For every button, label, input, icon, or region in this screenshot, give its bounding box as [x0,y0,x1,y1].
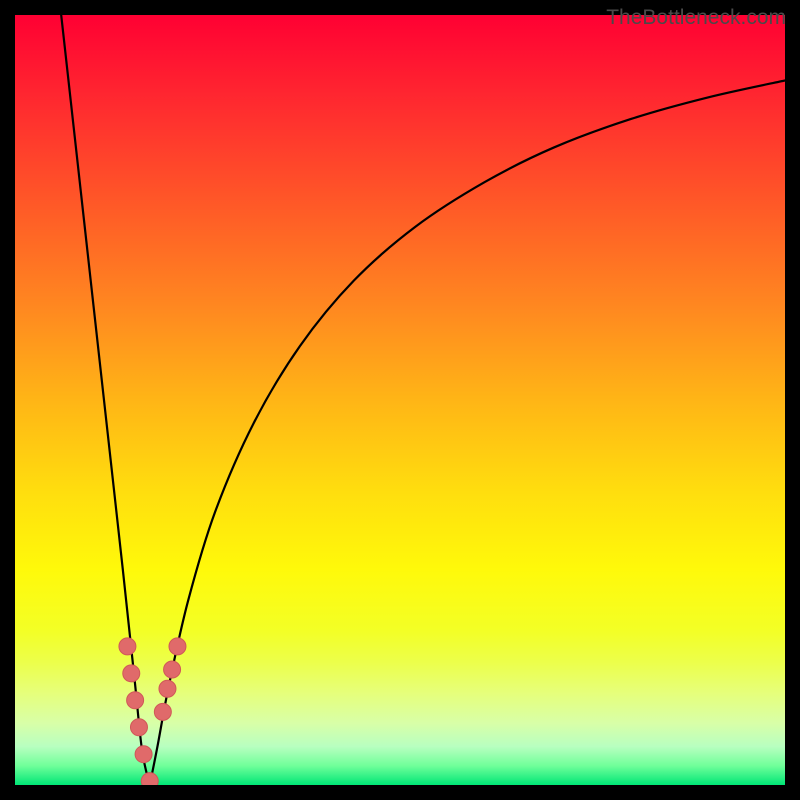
data-marker [159,680,176,697]
data-marker [119,638,136,655]
watermark-text: TheBottleneck.com [606,6,786,30]
data-marker [141,773,158,785]
data-marker [130,719,147,736]
data-marker [164,661,181,678]
data-marker [154,703,171,720]
data-marker [169,638,186,655]
chart-frame: TheBottleneck.com [0,0,800,800]
curve-layer [15,15,785,785]
plot-area [15,15,785,785]
data-marker [135,746,152,763]
curve-path [150,80,785,785]
data-marker [127,692,144,709]
data-marker [123,665,140,682]
